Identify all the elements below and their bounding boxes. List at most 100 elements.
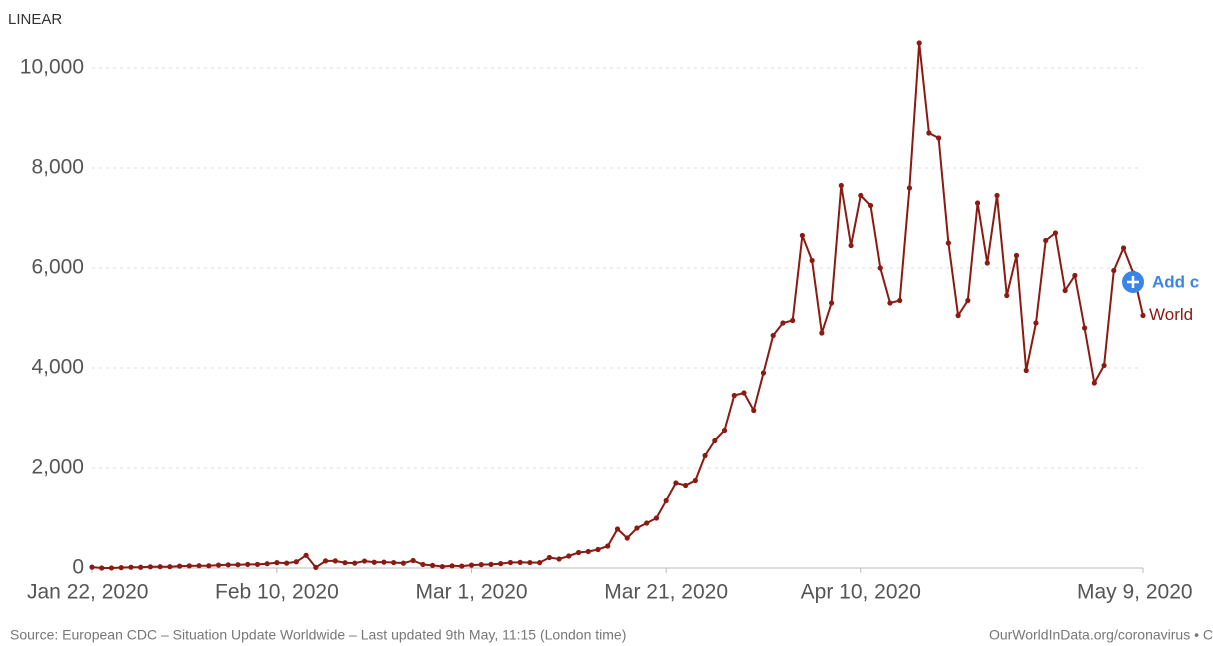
source-note: Source: European CDC – Situation Update … (10, 627, 626, 643)
x-tick-label: Mar 21, 2020 (604, 581, 728, 604)
point (498, 561, 504, 567)
point (780, 320, 786, 326)
point (653, 515, 660, 521)
point (264, 561, 270, 567)
point (1082, 325, 1088, 331)
point (488, 561, 494, 567)
point (819, 330, 825, 336)
point (887, 300, 893, 306)
point (147, 564, 153, 570)
point (1043, 237, 1049, 244)
y-tick-label: 10,000 (20, 56, 84, 79)
point (293, 559, 299, 565)
point (867, 202, 874, 209)
point (108, 565, 115, 571)
point (235, 562, 241, 568)
point (245, 561, 251, 568)
point (838, 182, 844, 189)
point (799, 232, 805, 239)
point (809, 257, 815, 264)
point (352, 560, 358, 566)
point (468, 562, 475, 568)
point (274, 560, 280, 566)
point (138, 564, 144, 570)
point (1140, 312, 1146, 319)
point (381, 559, 387, 565)
point (1091, 380, 1097, 386)
point (89, 564, 95, 570)
point (430, 562, 436, 569)
point (410, 557, 416, 564)
point (974, 200, 981, 206)
point (1111, 267, 1117, 274)
x-tick-label: Apr 10, 2020 (801, 581, 921, 604)
point (605, 543, 611, 549)
point (906, 185, 913, 191)
point (712, 437, 718, 444)
point (848, 242, 854, 249)
point (634, 525, 640, 531)
point (391, 559, 397, 566)
credit[interactable]: OurWorldInData.org/coronavirus • C (989, 627, 1213, 643)
point (595, 546, 601, 553)
point (575, 549, 582, 556)
point (984, 260, 990, 266)
point (1004, 292, 1010, 299)
point (128, 564, 134, 570)
point (731, 392, 737, 399)
point (507, 559, 514, 566)
line (91, 42, 1144, 569)
point (1052, 230, 1059, 236)
point (206, 563, 212, 569)
point (916, 40, 922, 46)
point (1120, 245, 1127, 251)
point (400, 560, 407, 566)
scale-toggle[interactable]: LINEAR (8, 11, 62, 28)
point (741, 390, 747, 396)
point (663, 497, 669, 504)
point (945, 240, 951, 246)
add-button[interactable]: Add c (1152, 272, 1199, 291)
point (858, 192, 864, 199)
point (644, 520, 650, 526)
point (371, 559, 377, 565)
point (254, 561, 261, 567)
point (897, 297, 903, 304)
point (527, 559, 533, 566)
point (284, 560, 290, 566)
point (624, 535, 630, 541)
point (760, 370, 767, 376)
point (99, 565, 105, 571)
point (332, 558, 338, 564)
point (1072, 272, 1078, 279)
point (556, 556, 562, 562)
point (1023, 367, 1029, 374)
point (225, 562, 231, 568)
point (517, 559, 523, 566)
point (721, 427, 728, 434)
y-tick-label: 8,000 (31, 156, 84, 179)
point (994, 192, 1000, 199)
point (926, 130, 932, 136)
x-tick-label: May 9, 2020 (1077, 581, 1193, 604)
point (361, 558, 368, 564)
point (614, 526, 621, 532)
x-tick-label: Jan 22, 2020 (27, 581, 148, 604)
point (585, 548, 591, 555)
point (965, 297, 971, 304)
point (196, 563, 202, 569)
point (955, 312, 961, 319)
point (1013, 252, 1020, 259)
add-button-plus[interactable] (1127, 276, 1139, 288)
point (1033, 320, 1039, 326)
point (1101, 362, 1107, 369)
point (683, 482, 689, 489)
point (420, 561, 426, 568)
point (828, 300, 835, 306)
point (877, 265, 883, 271)
point (566, 553, 572, 559)
point (546, 554, 552, 561)
point (439, 563, 445, 570)
legend-label: World (1149, 305, 1193, 324)
